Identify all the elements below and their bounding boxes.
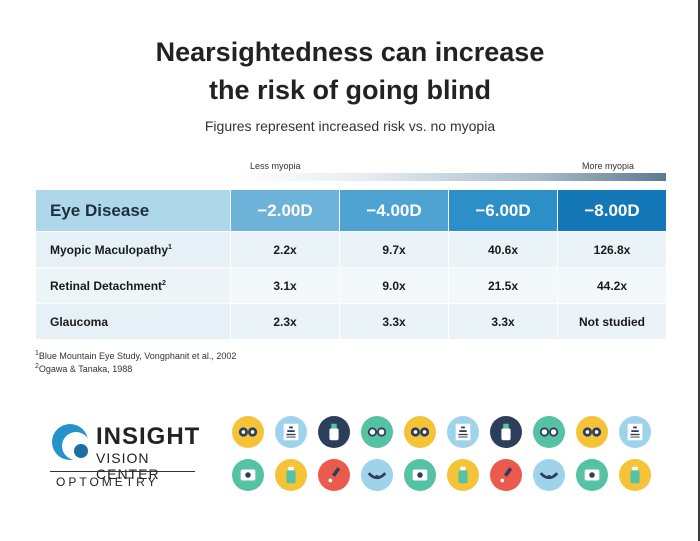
col-header-6d: −6.00D bbox=[448, 189, 558, 232]
footnote-2-text: Ogawa & Tanaka, 1988 bbox=[38, 364, 133, 374]
logo-eye-icon bbox=[52, 424, 90, 460]
table-cell: 9.0x bbox=[339, 267, 449, 304]
eye-drops-icon bbox=[318, 416, 350, 448]
table-cell: 3.1x bbox=[230, 267, 340, 304]
footnote-1-mark: 1 bbox=[35, 350, 39, 357]
subtitle: Figures represent increased risk vs. no … bbox=[204, 118, 496, 134]
closed-eye-icon bbox=[533, 459, 565, 491]
eye-exam-icon bbox=[232, 459, 264, 491]
table-cell: 21.5x bbox=[448, 267, 558, 304]
table-header-row: Eye Disease −2.00D −4.00D −6.00D −8.00D bbox=[35, 189, 667, 232]
logo-line-3: OPTOMETRY bbox=[56, 475, 159, 489]
eye-chart-icon bbox=[275, 416, 307, 448]
table-cell: 126.8x bbox=[557, 231, 667, 268]
bottle-icon bbox=[447, 459, 479, 491]
less-myopia-label: Less myopia bbox=[250, 161, 301, 171]
footnote-1-text: Blue Mountain Eye Study, Vongphanit et a… bbox=[38, 351, 237, 361]
eye-exam-icon bbox=[576, 459, 608, 491]
table-row: Retinal Detachment2 3.1x 9.0x 21.5x 44.2… bbox=[35, 267, 667, 304]
risk-table: Eye Disease −2.00D −4.00D −6.00D −8.00D … bbox=[35, 189, 667, 340]
table-cell: 2.3x bbox=[230, 303, 340, 340]
eye-chart-icon bbox=[447, 416, 479, 448]
table-cell: Not studied bbox=[557, 303, 667, 340]
footnote-2: 2Ogawa & Tanaka, 1988 bbox=[35, 363, 132, 374]
row-label: Myopic Maculopathy1 bbox=[35, 231, 231, 268]
eye-chart-icon bbox=[619, 416, 651, 448]
table-cell: 44.2x bbox=[557, 267, 667, 304]
logo-line-1: INSIGHT bbox=[96, 423, 201, 450]
phoropter-icon bbox=[576, 416, 608, 448]
title-line-2: the risk of going blind bbox=[209, 75, 491, 105]
eye-drops-icon bbox=[490, 416, 522, 448]
title-line-1: Nearsightedness can increase bbox=[155, 37, 545, 67]
footnote-1: 1Blue Mountain Eye Study, Vongphanit et … bbox=[35, 350, 236, 361]
dropper-icon bbox=[490, 459, 522, 491]
closed-eye-icon bbox=[361, 459, 393, 491]
phoropter-icon bbox=[404, 416, 436, 448]
insight-logo: INSIGHT VISION CENTER OPTOMETRY bbox=[50, 420, 200, 495]
logo-divider bbox=[50, 471, 195, 472]
col-header-eye-disease: Eye Disease bbox=[35, 189, 231, 232]
eye-exam-icon bbox=[404, 459, 436, 491]
row-label: Retinal Detachment2 bbox=[35, 267, 231, 304]
logo-line-2: VISION CENTER bbox=[96, 450, 160, 482]
row-label: Glaucoma bbox=[35, 303, 231, 340]
col-header-2d: −2.00D bbox=[230, 189, 340, 232]
table-cell: 3.3x bbox=[448, 303, 558, 340]
table-cell: 40.6x bbox=[448, 231, 558, 268]
col-header-8d: −8.00D bbox=[557, 189, 667, 232]
footnote-mark: 1 bbox=[168, 243, 172, 251]
myopia-gradient-bar bbox=[234, 173, 666, 181]
bottle-icon bbox=[619, 459, 651, 491]
row-label-text: Glaucoma bbox=[50, 314, 109, 329]
bottle-icon bbox=[275, 459, 307, 491]
table-row: Glaucoma 2.3x 3.3x 3.3x Not studied bbox=[35, 303, 667, 340]
glasses-icon bbox=[533, 416, 565, 448]
more-myopia-label: More myopia bbox=[582, 161, 635, 171]
glasses-icon bbox=[361, 416, 393, 448]
row-label-text: Myopic Maculopathy bbox=[50, 242, 169, 257]
col-header-4d: −4.00D bbox=[339, 189, 449, 232]
footnote-mark: 2 bbox=[162, 279, 166, 287]
row-label-text: Retinal Detachment bbox=[50, 278, 163, 293]
table-cell: 9.7x bbox=[339, 231, 449, 268]
phoropter-icon bbox=[232, 416, 264, 448]
table-cell: 2.2x bbox=[230, 231, 340, 268]
footnote-2-mark: 2 bbox=[35, 363, 39, 370]
table-cell: 3.3x bbox=[339, 303, 449, 340]
dropper-icon bbox=[318, 459, 350, 491]
table-row: Myopic Maculopathy1 2.2x 9.7x 40.6x 126.… bbox=[35, 231, 667, 268]
